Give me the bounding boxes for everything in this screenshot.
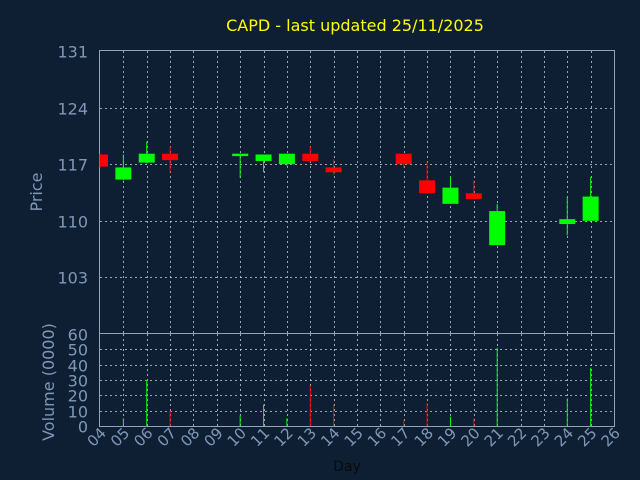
volume-y-tick-label: 10: [68, 403, 88, 422]
candle-body: [489, 211, 506, 246]
candle-body: [302, 153, 319, 161]
volume-axis-label: Volume (0000): [39, 323, 58, 441]
price-y-tick-label: 131: [57, 43, 88, 62]
candle-body: [138, 153, 155, 163]
candle-body: [325, 167, 342, 173]
candle-body: [395, 153, 412, 165]
candle-body: [115, 167, 132, 180]
volume-gridlines: [100, 334, 614, 426]
volume-y-tick-label: 30: [68, 372, 88, 391]
volume-y-tick-label: 0: [78, 418, 88, 437]
x-tick-labels: 0405060708091011121314151617181920212223…: [84, 424, 624, 450]
x-axis-label: Day: [333, 459, 361, 475]
price-panel: 131 124 117 110 103 Price: [27, 43, 615, 334]
price-y-tick-label: 110: [57, 213, 88, 232]
volume-y-tick-label: 20: [68, 387, 88, 406]
chart-title: CAPD - last updated 25/11/2025: [226, 16, 484, 35]
price-axis-label: Price: [27, 172, 46, 211]
price-y-tick-label: 124: [57, 100, 88, 119]
candle-body: [442, 187, 459, 204]
candle-body: [100, 154, 108, 167]
volume-y-tick-label: 60: [68, 326, 88, 345]
volume-y-tick-label: 50: [68, 341, 88, 360]
volume-plot-area: [99, 333, 615, 427]
candlestick-series: [99, 141, 599, 246]
price-y-tick-labels: 131 124 117 110 103: [57, 43, 88, 288]
candle-body: [255, 154, 272, 161]
candle-body: [278, 153, 295, 165]
price-y-tick-label: 117: [57, 156, 88, 175]
candle-body: [582, 196, 599, 221]
candle-body: [559, 219, 576, 225]
volume-bar-series: [122, 347, 592, 426]
volume-y-tick-label: 40: [68, 357, 88, 376]
candle-body: [232, 153, 249, 157]
candle-body: [162, 153, 179, 161]
price-y-tick-label: 103: [57, 269, 88, 288]
candle-body: [465, 193, 482, 199]
candle-body: [419, 180, 436, 194]
